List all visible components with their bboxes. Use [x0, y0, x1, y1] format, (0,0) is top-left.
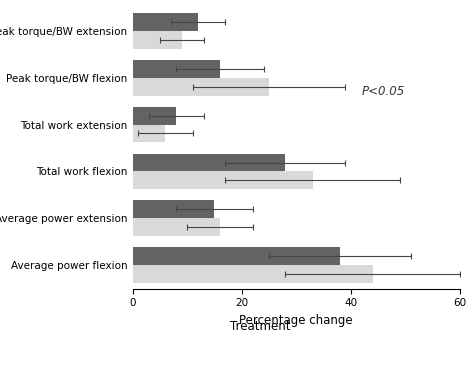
Bar: [133, 125, 165, 142]
Bar: [133, 248, 340, 265]
Bar: [133, 107, 176, 125]
X-axis label: Percentage change: Percentage change: [239, 314, 353, 327]
Bar: [133, 201, 214, 218]
Bar: [133, 154, 285, 171]
Bar: [133, 171, 312, 189]
Bar: [133, 13, 198, 31]
Bar: [133, 31, 182, 48]
Text: Treatment: Treatment: [230, 320, 291, 333]
Bar: [133, 218, 220, 236]
Text: P<0.05: P<0.05: [362, 85, 405, 98]
Bar: [133, 78, 269, 95]
Bar: [133, 265, 373, 283]
Bar: [133, 60, 220, 78]
